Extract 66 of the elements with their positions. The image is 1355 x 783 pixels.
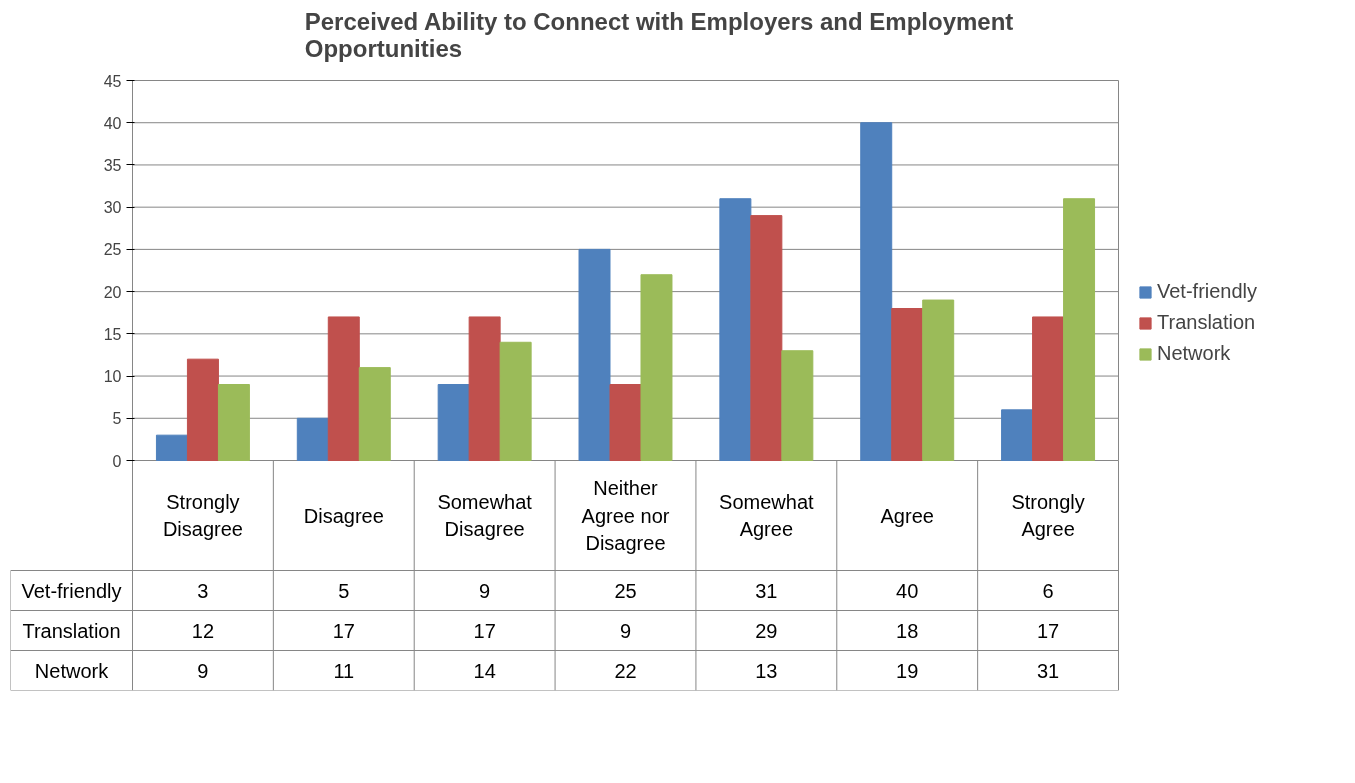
chart-title: Perceived Ability to Connect with Employers and Employment Opportunities	[304, 7, 1014, 62]
x-tick-label: Strongly Disagree	[162, 490, 243, 541]
bar	[719, 198, 752, 461]
data-label: 9	[619, 619, 632, 642]
legend-label: Translation	[1157, 311, 1256, 334]
bar	[1032, 316, 1065, 461]
bar	[296, 417, 329, 461]
data-label: 40	[896, 579, 919, 602]
data-label: 14	[473, 659, 496, 682]
data-label: 29	[755, 619, 778, 642]
bar	[578, 248, 611, 461]
y-tick-label: 5	[112, 410, 122, 428]
y-tick-label: 35	[103, 156, 122, 174]
data-label: 25	[614, 579, 637, 602]
data-label: 17	[473, 619, 496, 642]
text: Network	[34, 659, 109, 682]
data-label: 17	[332, 619, 355, 642]
y-tick-label: 30	[103, 199, 122, 217]
legend-label: Network	[1157, 342, 1231, 365]
x-tick-label: Somewhat Agree	[719, 490, 815, 541]
bar	[891, 308, 924, 461]
bar	[155, 434, 188, 461]
data-label: 9	[197, 659, 209, 682]
data-label: 13	[755, 659, 778, 682]
data-label: 17	[1036, 619, 1060, 642]
y-tick-label: 25	[103, 241, 122, 259]
legend-label: Vet-friendly	[1157, 280, 1258, 303]
bar	[750, 215, 783, 461]
bar	[781, 350, 814, 461]
y-tick-label: 45	[103, 72, 122, 90]
data-label: 12	[191, 619, 215, 642]
data-label: 22	[614, 659, 637, 682]
x-tick-label: Somewhat Disagree	[437, 490, 533, 541]
bar	[922, 299, 955, 461]
bar	[217, 384, 250, 461]
y-tick-label: 20	[103, 283, 122, 301]
text: Vet-friendly	[21, 579, 122, 602]
data-label: 31	[755, 579, 778, 602]
data-label: 6	[1042, 579, 1054, 602]
data-label: 11	[333, 659, 355, 682]
data-label: 18	[896, 619, 919, 642]
data-label: 31	[1036, 659, 1060, 682]
data-label: 5	[338, 579, 350, 602]
bar	[327, 316, 360, 461]
bar	[860, 122, 893, 461]
bar	[609, 384, 642, 461]
bar	[358, 367, 391, 461]
bar	[437, 384, 470, 461]
y-tick-label: 15	[103, 325, 122, 343]
bar	[1001, 409, 1034, 461]
bar	[499, 341, 532, 461]
x-tick-label: Disagree	[303, 504, 384, 527]
y-tick-label: 10	[103, 368, 122, 386]
x-tick-label: Agree	[880, 504, 934, 527]
y-tick-label: 40	[103, 114, 122, 132]
x-tick-label: Strongly Agree	[1011, 490, 1085, 541]
bar	[468, 316, 501, 461]
bar	[1063, 198, 1096, 461]
text: Translation	[22, 619, 121, 642]
data-label: 9	[479, 579, 491, 602]
bar	[186, 358, 219, 461]
bar	[640, 274, 673, 461]
x-tick-label: Neither Agree nor Disagree	[581, 477, 670, 554]
data-label: 3	[197, 579, 209, 602]
data-label: 19	[896, 659, 919, 682]
y-tick-label: 0	[112, 452, 122, 470]
